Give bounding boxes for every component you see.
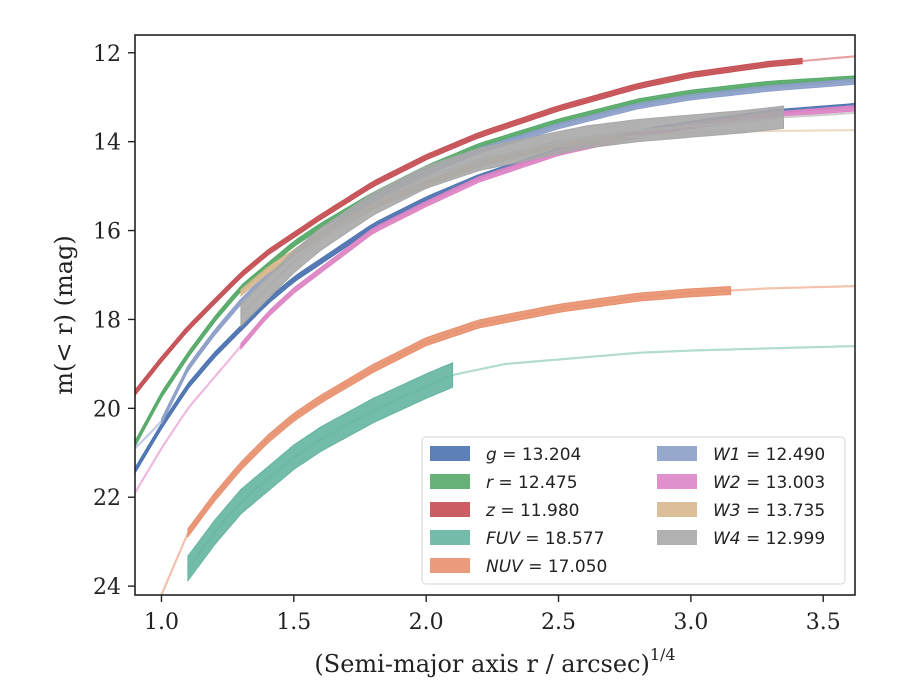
series-z: [135, 55, 855, 397]
legend-band-name: W1: [713, 445, 741, 465]
legend-band-value: = 12.475: [493, 473, 578, 493]
legend-item-w1: W1 = 12.490: [657, 445, 825, 465]
y-tick-label-14: 14: [93, 131, 121, 156]
legend-band-value: = 13.735: [741, 501, 826, 521]
x-tick-label-3.5: 3.5: [806, 610, 841, 635]
legend-band-name: W4: [713, 529, 741, 549]
legend-label-nuv: NUV = 17.050: [486, 557, 607, 577]
x-axis: 1.0 1.5 2.0 2.5 3.0 3.5: [144, 595, 841, 635]
legend-label-w2: W2 = 13.003: [713, 473, 825, 493]
x-axis-label-power: 1/4: [650, 645, 676, 664]
x-axis-label: (Semi-major axis r / arcsec)1/4: [314, 645, 675, 678]
legend-band-name: FUV: [486, 529, 521, 549]
legend-band-value: = 12.490: [741, 445, 826, 465]
legend-swatch-g: [430, 446, 470, 461]
y-axis: 12 14 16 18 20 22 24: [93, 42, 135, 600]
legend-band-value: = 12.999: [741, 529, 826, 549]
legend-item-nuv: NUV = 17.050: [430, 557, 607, 577]
legend-item-g: g = 13.204: [430, 445, 581, 465]
legend-band-value: = 18.577: [520, 529, 605, 549]
y-tick-label-20: 20: [93, 397, 121, 422]
plot-frame: [134, 34, 856, 596]
x-tick-label-2.0: 2.0: [409, 610, 444, 635]
y-tick-label-12: 12: [93, 42, 121, 67]
legend-label-w4: W4 = 12.999: [713, 529, 825, 549]
series-nuv: [160, 285, 855, 595]
legend-band-name: r: [486, 473, 494, 493]
legend-swatch-nuv: [430, 558, 470, 573]
x-tick-label-1.5: 1.5: [276, 610, 311, 635]
legend-label-w1: W1 = 12.490: [713, 445, 825, 465]
legend-label-z: z = 11.980: [485, 501, 579, 521]
legend-box: [421, 436, 846, 585]
legend-swatch-w4: [657, 530, 697, 545]
legend-label-g: g = 13.204: [486, 445, 581, 465]
y-tick-label-16: 16: [93, 220, 121, 245]
legend-band-value: = 17.050: [523, 557, 608, 577]
legend-swatch-w1: [657, 446, 697, 461]
legend-item-r: r = 12.475: [430, 473, 578, 493]
y-tick-label-22: 22: [93, 486, 121, 511]
legend-label-fuv: FUV = 18.577: [486, 529, 604, 549]
legend-swatch-fuv: [430, 530, 470, 545]
legend-band-name: z: [485, 501, 496, 521]
y-axis-label: m(< r) (mag): [50, 235, 78, 394]
legend-band-name: W2: [713, 473, 741, 493]
legend-band-name: g: [486, 445, 497, 465]
legend-label-r: r = 12.475: [486, 473, 578, 493]
legend-swatch-w3: [657, 502, 697, 517]
legend-swatch-r: [430, 474, 470, 489]
series-z-measured-band: [135, 57, 803, 397]
legend-item-w4: W4 = 12.999: [657, 529, 825, 549]
y-tick-label-18: 18: [93, 308, 121, 333]
legend-label-w3: W3 = 13.735: [713, 501, 825, 521]
legend-band-value: = 11.980: [495, 501, 580, 521]
x-axis-label-text: (Semi-major axis r / arcsec): [314, 650, 649, 678]
legend-item-w2: W2 = 13.003: [657, 473, 825, 493]
legend-item-z: z = 11.980: [430, 501, 579, 521]
series-nuv-measured-band: [187, 286, 732, 539]
legend-item-w3: W3 = 13.735: [657, 501, 825, 521]
series-w4: [240, 105, 855, 328]
legend-band-name: NUV: [486, 557, 524, 577]
y-tick-label-24: 24: [93, 575, 121, 600]
legend-band-value: = 13.003: [741, 473, 826, 493]
legend-band-name: W3: [713, 501, 741, 521]
legend-band-value: = 13.204: [497, 445, 582, 465]
series-w4-measured-band: [240, 105, 784, 328]
series-fuv: [187, 345, 855, 583]
legend-item-fuv: FUV = 18.577: [430, 529, 604, 549]
series-group: [135, 55, 855, 595]
series-fuv-measured-band: [187, 362, 454, 583]
x-tick-label-3.0: 3.0: [673, 610, 708, 635]
legend-swatch-z: [430, 502, 470, 517]
x-tick-label-2.5: 2.5: [541, 610, 576, 635]
x-tick-label-1.0: 1.0: [144, 610, 179, 635]
legend-swatch-w2: [657, 474, 697, 489]
